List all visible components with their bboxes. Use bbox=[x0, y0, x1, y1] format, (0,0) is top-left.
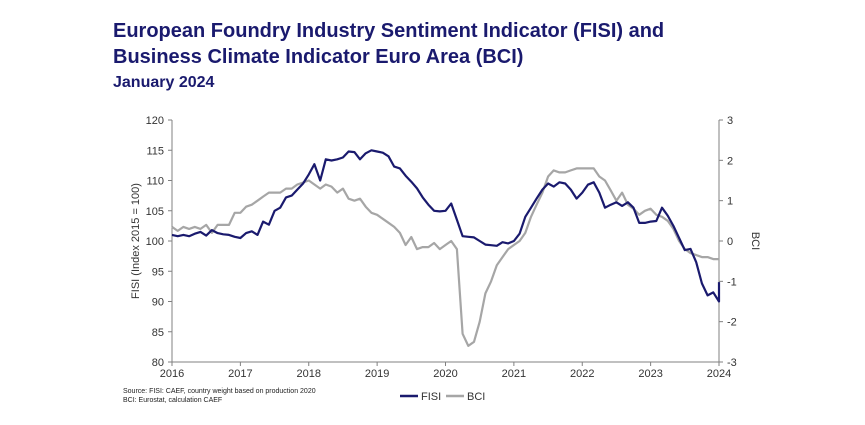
legend-bci-label: BCI bbox=[467, 391, 485, 403]
source-note-1: Source: FISI: CAEF, country weight based… bbox=[123, 388, 316, 395]
y-tick-label: 105 bbox=[146, 206, 164, 218]
y2-tick-label: -3 bbox=[727, 357, 737, 369]
chart-title-line2: Business Climate Indicator Euro Area (BC… bbox=[113, 46, 524, 68]
y2-tick-label: 1 bbox=[727, 196, 733, 208]
y-tick-label: 100 bbox=[146, 236, 164, 248]
source-note-2: BCI: Eurostat, calculation CAEF bbox=[123, 397, 223, 404]
x-tick-label: 2021 bbox=[502, 368, 526, 380]
x-tick-label: 2016 bbox=[160, 368, 184, 380]
y-tick-label: 85 bbox=[152, 327, 164, 339]
y-tick-label: 90 bbox=[152, 297, 164, 309]
y2-axis-label: BCI bbox=[749, 232, 761, 250]
y-tick-label: 120 bbox=[146, 115, 164, 127]
y-tick-label: 95 bbox=[152, 266, 164, 278]
y-tick-label: 110 bbox=[146, 176, 164, 188]
y2-tick-label: 2 bbox=[727, 155, 733, 167]
legend-fisi-label: FISI bbox=[421, 391, 441, 403]
y-tick-label: 115 bbox=[146, 145, 164, 157]
y2-tick-label: 0 bbox=[727, 236, 733, 248]
x-tick-label: 2019 bbox=[365, 368, 389, 380]
series-bci-line bbox=[171, 167, 719, 347]
y-tick-label: 80 bbox=[152, 357, 164, 369]
x-tick-label: 2023 bbox=[638, 368, 662, 380]
x-tick-label: 2018 bbox=[297, 368, 321, 380]
y2-tick-label: 3 bbox=[727, 115, 733, 127]
chart-title-line1: European Foundry Industry Sentiment Indi… bbox=[113, 20, 665, 42]
series-fisi-line bbox=[171, 149, 721, 303]
chart-subtitle: January 2024 bbox=[113, 74, 215, 91]
x-tick-label: 2017 bbox=[228, 368, 252, 380]
y2-tick-label: -2 bbox=[727, 317, 737, 329]
y-axis-label: FISI (Index 2015 = 100) bbox=[130, 183, 142, 299]
x-tick-label: 2020 bbox=[433, 368, 457, 380]
x-tick-label: 2024 bbox=[707, 368, 731, 380]
y2-tick-label: -1 bbox=[727, 276, 737, 288]
x-tick-label: 2022 bbox=[570, 368, 594, 380]
